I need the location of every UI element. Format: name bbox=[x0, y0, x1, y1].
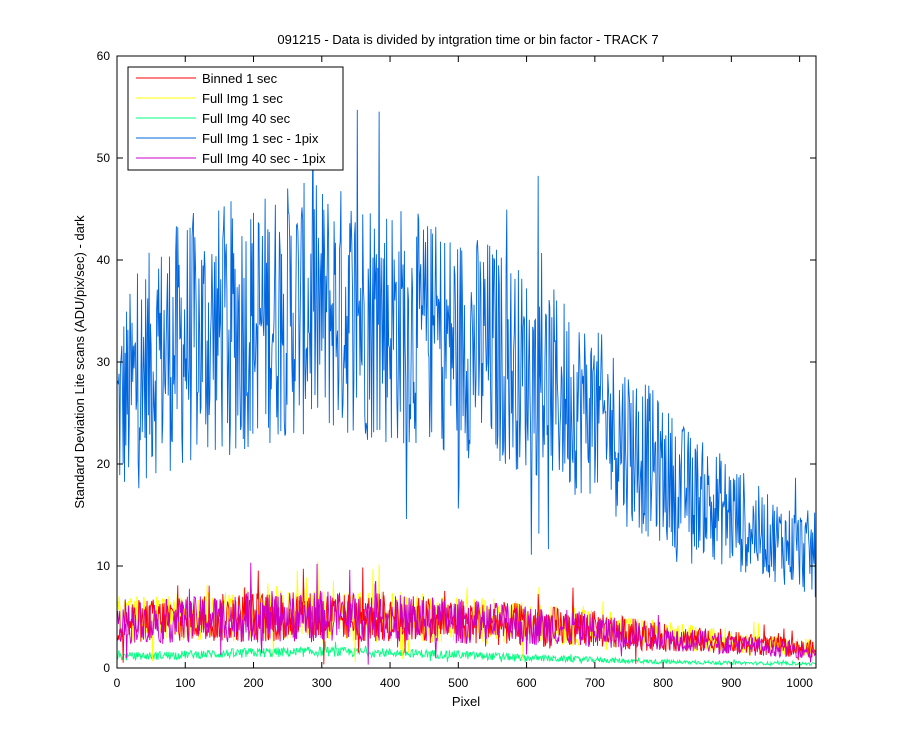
y-tick-label: 20 bbox=[97, 457, 111, 471]
legend-label-1: Full Img 1 sec bbox=[202, 91, 283, 106]
x-tick-label: 900 bbox=[721, 676, 741, 690]
x-axis-ticks: 0 100 200 300 400 500 600 700 800 900 1000 bbox=[114, 56, 813, 690]
x-axis-label: Pixel bbox=[452, 694, 480, 709]
x-tick-label: 0 bbox=[114, 676, 121, 690]
x-tick-label: 400 bbox=[380, 676, 400, 690]
series-line-2 bbox=[117, 641, 816, 667]
legend-label-4: Full Img 40 sec - 1pix bbox=[202, 151, 326, 166]
series-line-4 bbox=[117, 562, 816, 665]
legend-label-0: Binned 1 sec bbox=[202, 71, 278, 86]
y-axis-label: Standard Deviation Lite scans (ADU/pix/s… bbox=[72, 215, 87, 509]
series-layer bbox=[117, 108, 816, 667]
x-tick-label: 700 bbox=[585, 676, 605, 690]
legend-label-2: Full Img 40 sec bbox=[202, 111, 291, 126]
x-tick-label: 200 bbox=[244, 676, 264, 690]
chart-title: 091215 - Data is divided by intgration t… bbox=[277, 32, 658, 47]
y-axis-ticks: 0 10 20 30 40 50 60 bbox=[97, 49, 816, 675]
y-tick-label: 50 bbox=[97, 151, 111, 165]
y-tick-label: 30 bbox=[97, 355, 111, 369]
x-tick-label: 600 bbox=[517, 676, 537, 690]
x-tick-label: 100 bbox=[175, 676, 195, 690]
x-tick-label: 1000 bbox=[786, 676, 813, 690]
series-line-3 bbox=[117, 108, 816, 598]
x-tick-label: 300 bbox=[312, 676, 332, 690]
x-tick-label: 800 bbox=[653, 676, 673, 690]
legend: Binned 1 sec Full Img 1 sec Full Img 40 se… bbox=[127, 66, 344, 171]
y-tick-label: 10 bbox=[97, 559, 111, 573]
y-tick-label: 40 bbox=[97, 253, 111, 267]
y-tick-label: 0 bbox=[103, 661, 110, 675]
legend-label-3: Full Img 1 sec - 1pix bbox=[202, 131, 319, 146]
x-tick-label: 500 bbox=[448, 676, 468, 690]
y-tick-label: 60 bbox=[97, 49, 111, 63]
